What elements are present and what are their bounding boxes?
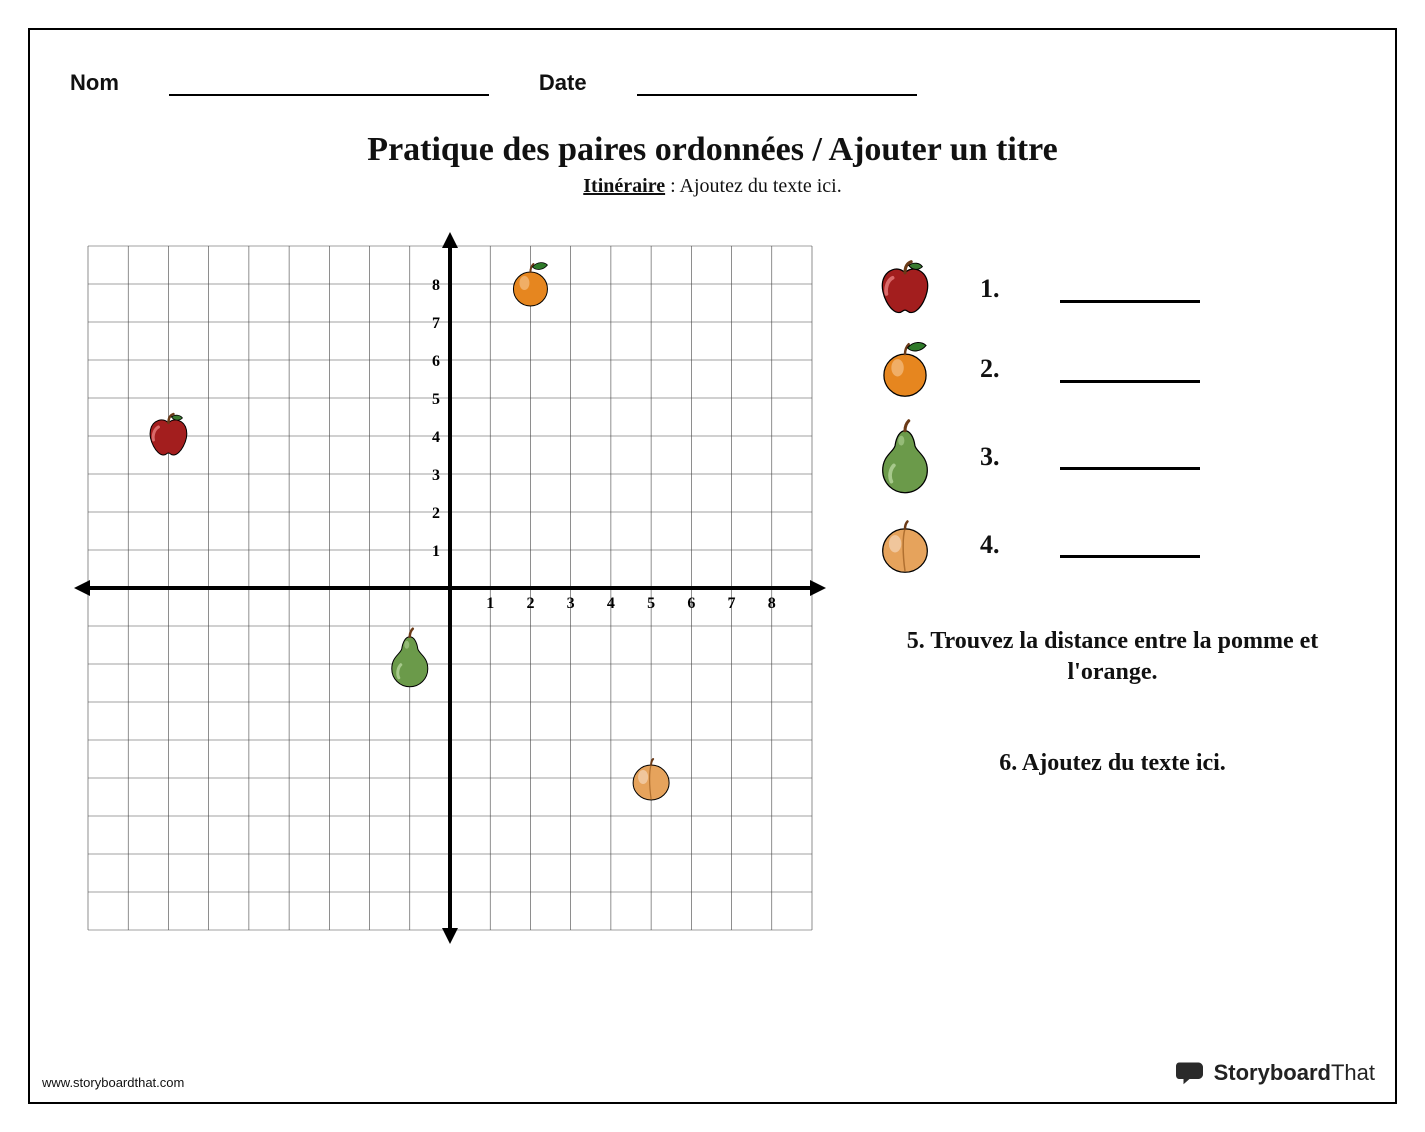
svg-text:1: 1 — [486, 595, 494, 612]
question-5: 5. Trouvez la distance entre la pomme et… — [870, 626, 1355, 688]
svg-text:1: 1 — [432, 543, 440, 560]
svg-text:6: 6 — [687, 595, 695, 612]
footer-url: www.storyboardthat.com — [42, 1075, 184, 1090]
question-row: 3. — [870, 418, 1355, 496]
svg-text:5: 5 — [647, 595, 655, 612]
title-block: Pratique des paires ordonnées / Ajouter … — [70, 131, 1355, 198]
date-label: Date — [539, 70, 587, 96]
svg-text:5: 5 — [432, 391, 440, 408]
answer-line[interactable] — [1060, 531, 1200, 558]
footer-logo: StoryboardThat — [1176, 1060, 1375, 1086]
pear-icon — [870, 418, 940, 496]
answer-line[interactable] — [1060, 443, 1200, 470]
pear-marker — [392, 629, 428, 687]
peach-icon — [870, 514, 940, 576]
question-row: 1. — [870, 258, 1355, 320]
svg-text:2: 2 — [526, 595, 534, 612]
question-row: 2. — [870, 338, 1355, 400]
peach-marker — [633, 759, 669, 800]
page-title: Pratique des paires ordonnées / Ajouter … — [70, 131, 1355, 169]
name-input-line[interactable] — [169, 72, 489, 96]
svg-text:4: 4 — [607, 595, 615, 612]
subtitle: Itinéraire : Ajoutez du texte ici. — [70, 175, 1355, 198]
subtitle-label: Itinéraire — [583, 175, 665, 197]
apple-icon — [870, 258, 940, 320]
question-number: 3. — [980, 442, 1020, 472]
svg-text:6: 6 — [432, 353, 440, 370]
question-number: 4. — [980, 530, 1020, 560]
svg-text:2: 2 — [432, 505, 440, 522]
svg-text:4: 4 — [432, 429, 440, 446]
question-6: 6. Ajoutez du texte ici. — [870, 748, 1355, 779]
question-row: 4. — [870, 514, 1355, 576]
svg-text:7: 7 — [728, 595, 736, 612]
svg-text:3: 3 — [432, 467, 440, 484]
answer-line[interactable] — [1060, 276, 1200, 303]
question-number: 2. — [980, 354, 1020, 384]
answer-line[interactable] — [1060, 356, 1200, 383]
date-input-line[interactable] — [637, 72, 917, 96]
questions-column: 1. 2. 3. 4. 5. Trouvez la distance entre… — [870, 228, 1355, 948]
svg-text:8: 8 — [768, 595, 776, 612]
coordinate-graph: 1 1 2 2 3 3 4 4 5 5 6 6 7 7 8 8 — [70, 228, 830, 948]
speech-bubble-icon — [1176, 1061, 1206, 1085]
header-row: Nom Date — [70, 70, 1355, 96]
name-label: Nom — [70, 70, 119, 96]
svg-text:7: 7 — [432, 315, 440, 332]
subtitle-text: : Ajoutez du texte ici. — [665, 175, 842, 197]
svg-text:8: 8 — [432, 277, 440, 294]
svg-text:3: 3 — [567, 595, 575, 612]
orange-icon — [870, 338, 940, 400]
apple-marker — [150, 414, 187, 455]
orange-marker — [513, 263, 547, 306]
question-number: 1. — [980, 274, 1020, 304]
